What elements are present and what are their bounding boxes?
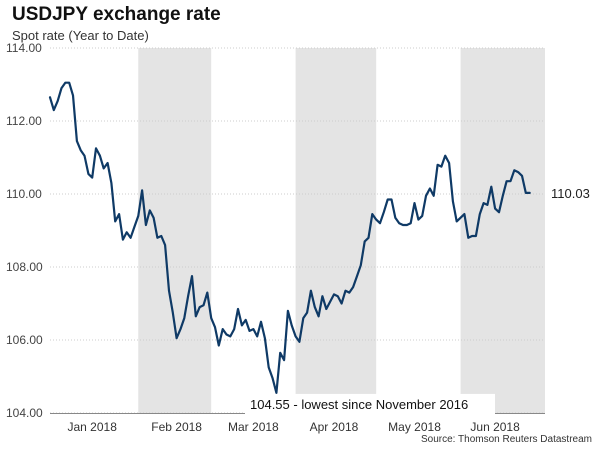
shaded-band-2 (295, 48, 377, 413)
y-tick-label: 110.00 (6, 187, 42, 201)
x-tick-label: Jun 2018 (470, 420, 520, 434)
y-tick-label: 114.00 (6, 41, 42, 55)
x-tick-label: Jan 2018 (68, 420, 118, 434)
last-value-label: 110.03 (551, 186, 590, 201)
y-axis-ticks: 104.00 106.00 108.00 110.00 112.00 114.00 (6, 41, 43, 420)
x-tick-label: Apr 2018 (310, 420, 359, 434)
x-tick-label: May 2018 (388, 420, 441, 434)
annotation-box (245, 393, 495, 415)
chart-title: USDJPY exchange rate (12, 4, 221, 25)
y-tick-label: 112.00 (6, 114, 42, 128)
label-group: 110.03 104.55 - lowest since November 201… (245, 186, 590, 415)
x-axis: Jan 2018 Feb 2018 Mar 2018 Apr 2018 May 2018… (50, 413, 545, 434)
y-tick-label: 104.00 (6, 406, 43, 420)
annotation-text: 104.55 - lowest since November 2016 (250, 397, 468, 412)
shaded-band-1 (138, 48, 212, 413)
series-line-usdjpy (48, 81, 531, 394)
y-tick-label: 106.00 (6, 333, 43, 347)
y-tick-label: 108.00 (6, 260, 43, 274)
x-tick-label: Feb 2018 (151, 420, 202, 434)
series-group (48, 81, 531, 394)
shaded-bands (138, 48, 545, 413)
chart-subtitle: Spot rate (Year to Date) (12, 28, 149, 43)
x-tick-label: Mar 2018 (228, 420, 279, 434)
shaded-band-3 (460, 48, 545, 413)
source-note: Source: Thomson Reuters Datastream (420, 434, 592, 445)
